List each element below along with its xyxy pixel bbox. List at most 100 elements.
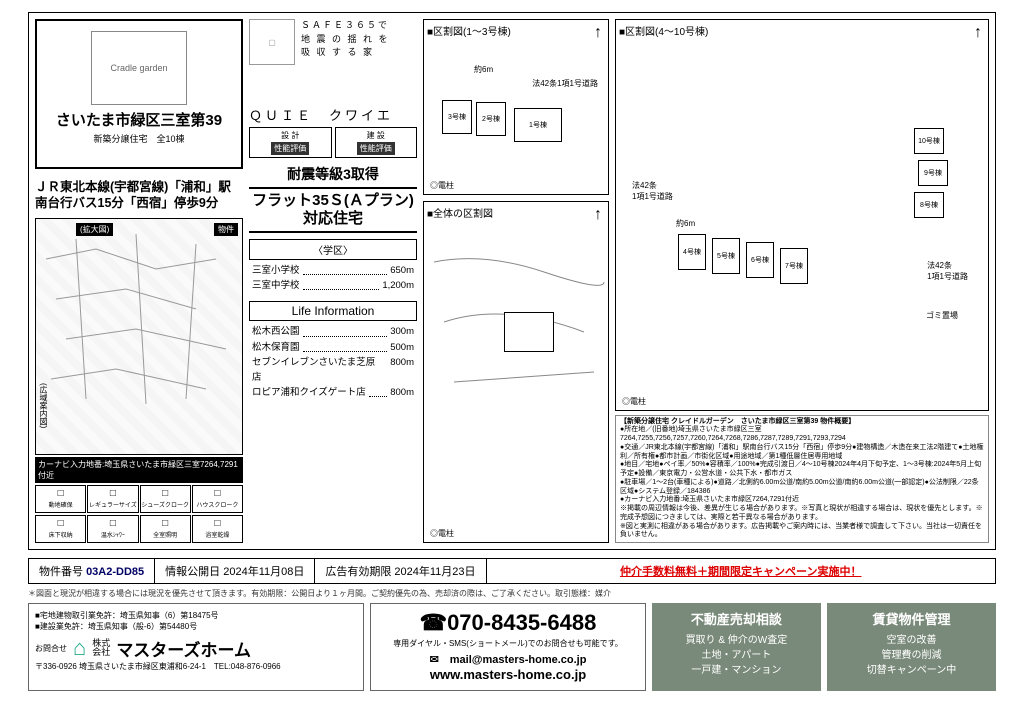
station-access: ＪＲ東北本線(宇都宮線)「浦和」駅 南台行バス15分「西宿」停歩9分: [35, 179, 243, 212]
life-list: 松木西公園300m 松木保育園500m セブンイレブンさいたま芝原店800m ロ…: [249, 324, 417, 400]
school-dist: 1,200m: [382, 278, 414, 293]
col-left: Cradle garden さいたま市緑区三室第39 新築分譲住宅 全10棟 Ｊ…: [35, 19, 243, 543]
feat-icon: 全室照明: [140, 515, 191, 543]
location-map: (拡大図) 物件 (広域案内図): [35, 218, 243, 456]
quie-block: ▢ ＳＡＦＥ３６５で 地 震 の 揺 れ を 吸 収 す る 家: [249, 19, 417, 101]
ad-line: 切替キャンペーン中: [831, 661, 992, 676]
ad-line: 一戸建・マンション: [656, 661, 817, 676]
unit-7: 7号棟: [780, 248, 808, 284]
property-no: 物件番号 03A2-DD85: [29, 559, 155, 583]
col-mid: ▢ ＳＡＦＥ３６５で 地 震 の 揺 れ を 吸 収 す る 家 ＱＵＩＥ クワ…: [249, 19, 417, 543]
quie-text: ＳＡＦＥ３６５で 地 震 の 揺 れ を 吸 収 す る 家: [301, 19, 390, 60]
road-name: 法42条 1項1号道路: [632, 180, 673, 202]
life-dist: 500m: [390, 340, 414, 355]
license-1: ■宅地建物取引業免許：埼玉県知事（6）第18475号: [35, 610, 357, 621]
phone-number: ☎070-8435-6488: [377, 610, 639, 636]
navi-address: カーナビ入力地番:埼玉県さいたま市緑区三室7264,7291 付近: [35, 457, 243, 483]
feat-icon: シューズクローク: [140, 485, 191, 513]
title-card: Cradle garden さいたま市緑区三室第39 新築分譲住宅 全10棟: [35, 19, 243, 169]
school-hdr: 〈学区〉: [249, 239, 417, 260]
quie-l3: 吸 収 す る 家: [301, 46, 390, 60]
plot-hdr: ■区割図(1～3号棟): [427, 23, 511, 38]
plot-1-3: ■区割図(1～3号棟) ↑ 約6m 法42条1項1号道路 3号棟 2号棟 1号棟…: [423, 19, 609, 195]
inquiry-label: お問合せ: [35, 643, 67, 654]
eval-lbl: 建 設: [336, 130, 417, 141]
property-details: 【新築分譲住宅 クレイドルガーデン さいたま市緑区三室第39 物件概要】 ●所在…: [615, 415, 989, 544]
feature-icons-row1: 動地確保 レギュラーサイズ シューズクローク ハウスクローク: [35, 485, 243, 513]
map-lines-icon: [36, 219, 242, 455]
life-hdr: Life Information: [249, 301, 417, 321]
road-width: 約6m: [676, 218, 695, 229]
station-line1: ＪＲ東北本線(宇都宮線)「浦和」駅: [35, 179, 243, 195]
pub-date: 情報公開日 2024年11月08日: [155, 559, 315, 583]
feat-icon: ハウスクローク: [192, 485, 243, 513]
meta-bar: 物件番号 03A2-DD85 情報公開日 2024年11月08日 広告有効期限 …: [28, 558, 996, 584]
ad-sale: 不動産売却相談 買取り & 仲介のW査定 土地・アパート 一戸建・マンション: [652, 603, 821, 691]
main-flyer: Cradle garden さいたま市緑区三室第39 新築分譲住宅 全10棟 Ｊ…: [28, 12, 996, 550]
feat-icon: 床下収納: [35, 515, 86, 543]
exp-date: 広告有効期限 2024年11月23日: [315, 559, 486, 583]
ad-line: 買取り & 仲介のW査定: [656, 631, 817, 646]
life-name: 松木西公園: [252, 324, 300, 339]
ad-line: 管理費の削減: [831, 646, 992, 661]
house-icon: ⌂: [73, 635, 86, 661]
gomi-label: ゴミ置場: [926, 310, 958, 321]
pole-label: ◎電柱: [430, 180, 454, 191]
unit-cluster: [504, 312, 554, 352]
school-name: 三室小学校: [252, 263, 300, 278]
ad-rent: 賃貸物件管理 空室の改善 管理費の削減 切替キャンペーン中: [827, 603, 996, 691]
ad-hd: 不動産売却相談: [656, 609, 817, 628]
compass-icon: ↑: [974, 24, 982, 42]
unit-1: 1号棟: [514, 108, 562, 142]
exp-lbl: 広告有効期限: [325, 566, 391, 578]
life-name: 松木保育園: [252, 340, 300, 355]
quie-l1: ＳＡＦＥ３６５で: [301, 19, 390, 33]
life-dist: 800m: [390, 355, 414, 385]
col-right: ■区割図(4～10号棟) ↑ 約5m 法42条 1項1号道路 法42条 1項1号…: [615, 19, 989, 543]
pub-val: 2024年11月08日: [223, 566, 304, 578]
eval-row: 設 計性能評価 建 設性能評価: [249, 127, 417, 158]
website: www.masters-home.co.jp: [377, 667, 639, 682]
life-dist: 800m: [390, 385, 414, 400]
school-dist: 650m: [390, 263, 414, 278]
campaign-banner: 仲介手数料無料＋期間限定キャンペーン実施中！: [487, 559, 995, 583]
unit-2: 2号棟: [476, 102, 506, 136]
property-subtitle: 新築分譲住宅 全10棟: [43, 132, 235, 145]
company-addr: 〒336-0926 埼玉県さいたま市緑区東浦和6-24-1 TEL:048-87…: [35, 661, 357, 672]
feat-icon: 動地確保: [35, 485, 86, 513]
eval-build: 建 設性能評価: [335, 127, 418, 158]
pub-lbl: 情報公開日: [165, 566, 220, 578]
license-2: ■建設業免許：埼玉県知事（般-6）第54480号: [35, 621, 357, 632]
cradle-logo: Cradle garden: [91, 31, 187, 105]
unit-8: 8号棟: [914, 192, 944, 218]
email: ✉ mail@masters-home.co.jp: [377, 651, 639, 667]
feat-icon: レギュラーサイズ: [87, 485, 138, 513]
details-body: ●所在地／(旧番地)埼玉県さいたま市緑区三室7264,7255,7256,725…: [620, 426, 984, 540]
feat-icon: 温水ｼｬﾜｰ: [87, 515, 138, 543]
station-line2: 南台行バス15分「西宿」停歩9分: [35, 195, 243, 211]
school-name: 三室中学校: [252, 278, 300, 293]
pole-label: ◎電柱: [430, 528, 454, 539]
company-name: マスターズホーム: [116, 636, 251, 661]
details-hdr: 【新築分譲住宅 クレイドルガーデン さいたま市緑区三室第39 物件概要】: [620, 418, 984, 427]
pole-label: ◎電柱: [622, 396, 646, 407]
kabushiki: 株式 会社: [92, 639, 110, 657]
unit-3: 3号棟: [442, 100, 472, 134]
plot-hdr: ■区割図(4～10号棟): [619, 23, 708, 38]
flat35-l2: 対応住宅: [249, 210, 417, 228]
phone-sub: 専用ダイヤル・SMS(ショートメール)でのお問合せも可能です。: [377, 638, 639, 649]
no-lbl: 物件番号: [39, 566, 83, 578]
company-box: ■宅地建物取引業免許：埼玉県知事（6）第18475号 ■建設業免許：埼玉県知事（…: [28, 603, 364, 691]
quie-name: ＱＵＩＥ クワイエ: [249, 105, 417, 124]
flat35: フラット35Ｓ(Ａプラン) 対応住宅: [249, 187, 417, 233]
eval-badge: 性能評価: [271, 142, 309, 155]
road-name: 法42条1項1号道路: [532, 78, 598, 89]
life-name: セブンイレブンさいたま芝原店: [252, 355, 384, 385]
unit-10: 10号棟: [914, 128, 944, 154]
quie-l2: 地 震 の 揺 れ を: [301, 33, 390, 47]
col-plots-a: ■区割図(1～3号棟) ↑ 約6m 法42条1項1号道路 3号棟 2号棟 1号棟…: [423, 19, 609, 543]
ad-line: 土地・アパート: [656, 646, 817, 661]
eval-badge: 性能評価: [357, 142, 395, 155]
feat-icon: 浴室乾燥: [192, 515, 243, 543]
contact-box: ☎070-8435-6488 専用ダイヤル・SMS(ショートメール)でのお問合せ…: [370, 603, 646, 691]
